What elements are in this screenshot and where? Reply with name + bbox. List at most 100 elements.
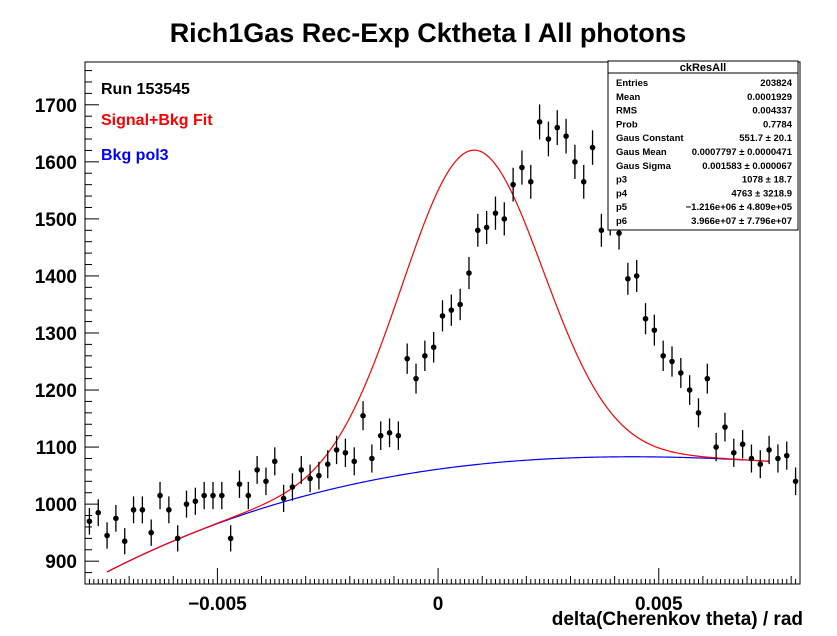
data-point xyxy=(766,435,772,465)
point-marker xyxy=(739,441,746,448)
point-marker xyxy=(722,424,728,430)
stats-row-value: 0.001583 ± 0.000067 xyxy=(702,161,792,172)
point-marker xyxy=(139,507,146,513)
y-tick-label: 1700 xyxy=(35,96,77,117)
point-marker xyxy=(572,159,578,165)
signal-bkg-fit-curve xyxy=(106,149,770,573)
data-point xyxy=(130,496,137,524)
point-marker xyxy=(254,467,260,473)
point-marker xyxy=(271,458,278,465)
stats-row-value: 0.004337 xyxy=(752,106,792,117)
stats-row-name: p3 xyxy=(616,175,627,186)
data-point xyxy=(678,357,684,388)
data-point xyxy=(192,487,199,515)
stats-row-name: Gaus Constant xyxy=(616,133,684,144)
point-marker xyxy=(730,449,737,456)
data-point xyxy=(342,438,349,467)
data-point xyxy=(695,398,702,428)
data-point xyxy=(210,481,216,510)
fit-curves xyxy=(106,149,770,573)
point-marker xyxy=(651,327,658,333)
point-marker xyxy=(757,461,764,467)
data-point xyxy=(316,461,322,490)
point-marker xyxy=(201,492,207,499)
data-point xyxy=(492,196,499,230)
stats-row-name: Prob xyxy=(616,119,638,130)
data-point xyxy=(413,363,419,394)
point-marker xyxy=(563,133,569,139)
stats-row-name: p6 xyxy=(616,216,627,227)
point-marker xyxy=(333,447,340,453)
data-point xyxy=(298,455,305,484)
point-marker xyxy=(377,432,384,439)
data-point xyxy=(157,481,163,510)
data-point xyxy=(148,519,155,546)
point-marker xyxy=(545,136,552,142)
x-tick-label: −0.005 xyxy=(188,594,247,615)
y-tick-label: 1200 xyxy=(35,381,77,402)
data-point xyxy=(722,412,728,442)
data-point xyxy=(377,421,384,450)
data-point xyxy=(395,421,402,450)
point-marker xyxy=(430,344,437,351)
point-marker xyxy=(439,313,446,319)
data-point xyxy=(545,121,552,157)
point-marker xyxy=(580,179,587,185)
data-point xyxy=(501,202,508,236)
data-point xyxy=(254,455,260,484)
point-marker xyxy=(625,275,631,282)
point-marker xyxy=(554,124,561,131)
point-marker xyxy=(748,455,755,462)
data-point xyxy=(324,450,331,479)
chart-title: Rich1Gas Rec-Exp Cktheta I All photons xyxy=(170,18,687,48)
point-marker xyxy=(678,370,684,376)
data-point xyxy=(527,164,534,199)
point-marker xyxy=(104,532,110,539)
point-marker xyxy=(598,227,605,234)
stats-title: ckResAll xyxy=(680,62,726,74)
point-marker xyxy=(280,495,287,502)
point-marker xyxy=(263,478,269,485)
bkg-pol3-curve xyxy=(106,456,770,573)
point-marker xyxy=(351,458,358,465)
data-point xyxy=(475,213,481,247)
point-marker xyxy=(536,119,543,125)
data-point xyxy=(580,164,587,199)
point-marker xyxy=(227,535,234,542)
point-marker xyxy=(369,455,375,462)
point-marker xyxy=(475,227,481,234)
stats-row-value: 1078 ± 18.7 xyxy=(742,175,792,186)
data-point xyxy=(457,288,463,321)
x-axis-label: delta(Cherenkov theta) / rad xyxy=(552,609,803,630)
stats-row-name: Gaus Mean xyxy=(616,147,667,158)
point-marker xyxy=(713,444,719,450)
data-point xyxy=(572,144,578,179)
stats-row-name: Mean xyxy=(616,92,640,103)
axes: 900 1000 1100 1200 1300 1400 1500 1600 1700 −0.00… xyxy=(35,61,801,615)
data-point xyxy=(404,343,410,374)
point-marker xyxy=(166,507,172,513)
data-point xyxy=(227,525,234,552)
point-marker xyxy=(342,449,349,456)
data-point xyxy=(245,481,252,510)
data-point xyxy=(792,467,799,496)
stats-row-name: p4 xyxy=(616,188,628,199)
point-marker xyxy=(183,501,190,507)
data-point xyxy=(333,435,340,465)
point-marker xyxy=(245,492,252,499)
data-point xyxy=(448,294,455,326)
y-tick-label: 1100 xyxy=(36,438,77,459)
data-point xyxy=(686,375,693,405)
point-marker xyxy=(775,455,781,462)
point-marker xyxy=(792,478,799,485)
point-marker xyxy=(316,472,322,479)
data-point xyxy=(783,441,790,470)
point-marker xyxy=(519,164,525,171)
data-point xyxy=(166,496,172,524)
data-point xyxy=(748,444,755,473)
point-marker xyxy=(466,270,472,276)
legend-signal-bkg-fit: Signal+Bkg Fit xyxy=(101,112,213,129)
data-point xyxy=(289,473,296,501)
data-point xyxy=(139,496,146,524)
data-point xyxy=(430,331,437,363)
